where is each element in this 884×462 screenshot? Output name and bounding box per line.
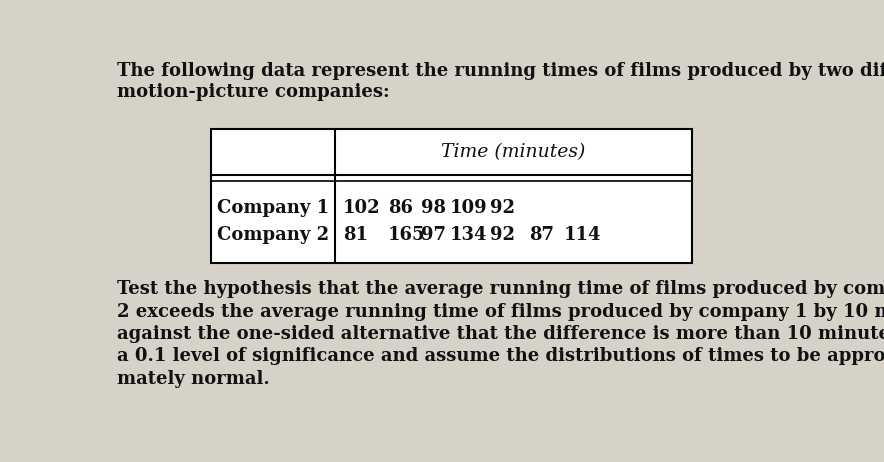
Text: 109: 109	[450, 199, 488, 217]
Text: Test the hypothesis that the average running time of films produced by company: Test the hypothesis that the average run…	[117, 280, 884, 298]
Text: 87: 87	[529, 226, 554, 244]
Text: 97: 97	[421, 226, 446, 244]
Text: 81: 81	[343, 226, 368, 244]
Text: Time (minutes): Time (minutes)	[441, 143, 586, 161]
Text: Company 1: Company 1	[217, 199, 330, 217]
Text: motion-picture companies:: motion-picture companies:	[117, 83, 389, 101]
Text: 92: 92	[491, 199, 515, 217]
Text: 165: 165	[388, 226, 425, 244]
Text: Company 2: Company 2	[217, 226, 330, 244]
Text: 98: 98	[421, 199, 446, 217]
Text: against the one-sided alternative that the difference is more than 10 minutes. U: against the one-sided alternative that t…	[117, 325, 884, 343]
Text: 92: 92	[491, 226, 515, 244]
Text: 102: 102	[343, 199, 381, 217]
Text: mately normal.: mately normal.	[117, 370, 270, 388]
Text: 134: 134	[450, 226, 487, 244]
Text: a 0.1 level of significance and assume the distributions of times to be approxi-: a 0.1 level of significance and assume t…	[117, 347, 884, 365]
Text: The following data represent the running times of films produced by two differen: The following data represent the running…	[117, 61, 884, 79]
Text: 2 exceeds the average running time of films produced by company 1 by 10 minutes: 2 exceeds the average running time of fi…	[117, 303, 884, 321]
Text: 86: 86	[388, 199, 413, 217]
Text: 114: 114	[564, 226, 601, 244]
